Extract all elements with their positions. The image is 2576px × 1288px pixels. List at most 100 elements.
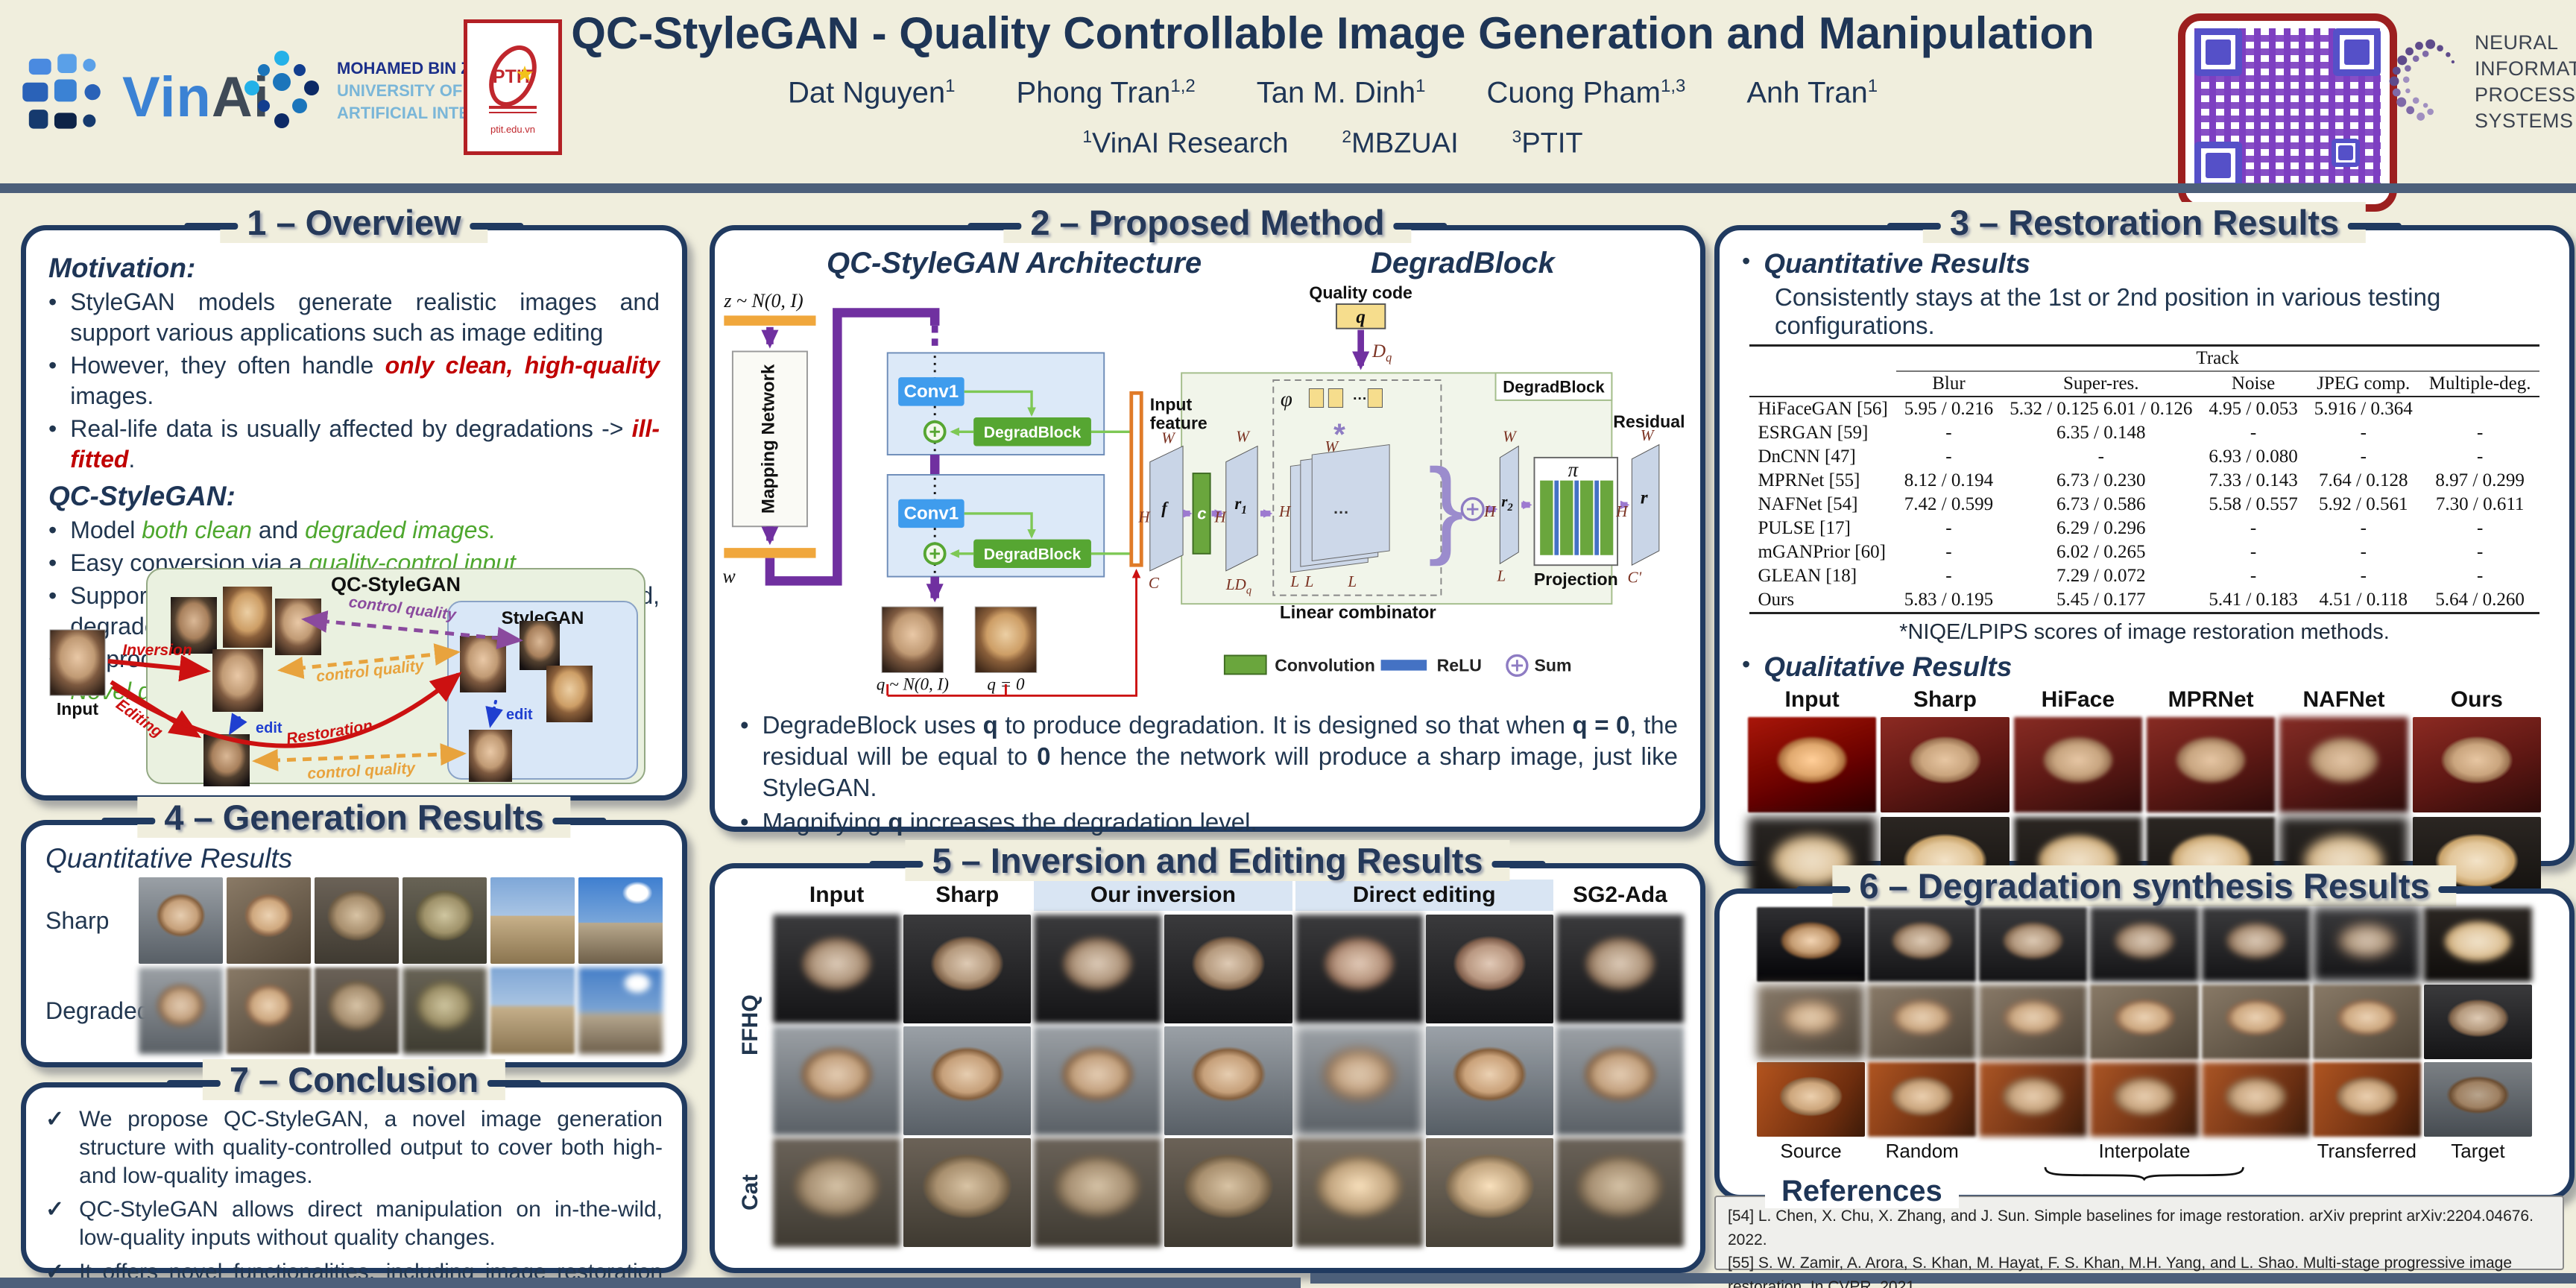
l-dim: L [1347, 572, 1357, 590]
check-icon: ✓ [45, 1107, 65, 1131]
photo-placeholder [1425, 1026, 1553, 1135]
method-bullets: • DegradeBlock uses q to produce degrada… [740, 707, 1678, 840]
ellipsis: ··· [1333, 505, 1349, 522]
qc-stylegan-heading: QC-StyleGAN: [48, 480, 236, 511]
photo-placeholder [1425, 915, 1553, 1023]
neurips-wordmark: NEURAL INFORMATION PROCESSING SYSTEMS [2475, 30, 2576, 134]
projection-label: Projection [1534, 569, 1618, 589]
w-dim: W [1325, 438, 1340, 455]
h-dim: H [1278, 502, 1292, 520]
section-inversion: 5 – Inversion and Editing Results Input … [710, 840, 1705, 1273]
photo-placeholder [773, 1026, 901, 1135]
photo-placeholder [2423, 985, 2532, 1059]
photo-placeholder [1556, 1026, 1684, 1135]
neurips-swirl-icon [2389, 39, 2455, 121]
reference-item: [54] L. Chen, X. Chu, X. Zhang, and J. S… [1728, 1208, 2534, 1248]
references-title: References [1765, 1175, 1959, 1208]
row-group-ffhq: FFHQ [738, 994, 763, 1055]
inversion-label: Inversion [122, 642, 192, 659]
interpolate-brace [1979, 1166, 2309, 1184]
style-block: Conv1 DegradBlock [886, 474, 1131, 578]
r-label: r [1641, 487, 1648, 508]
mapping-network-label: Mapping Network [759, 364, 779, 514]
inversion-grid: Input Sharp Our inversion Direct editing… [715, 868, 1700, 1247]
ptit-logo: PTIT ptit.edu.vn [464, 19, 562, 155]
style-block: Conv1 DegradBlock [886, 352, 1131, 456]
neurips-line1: NEURAL INFORMATION [2475, 31, 2576, 80]
vinai-ai: Ai [211, 65, 270, 129]
photo-placeholder [578, 877, 663, 964]
w-dim: W [1161, 429, 1176, 447]
degradblock-heading: DegradBlock [1371, 247, 1555, 280]
degradblock-panel-label: DegradBlock [1503, 377, 1605, 396]
conclusion-items: ✓ We propose QC-StyleGAN, a novel image … [26, 1087, 682, 1288]
col-our-inversion: Our inversion [1034, 880, 1292, 911]
legend-convolution: Convolution [1275, 656, 1375, 675]
photo-placeholder [2090, 907, 2199, 982]
photo-placeholder [1034, 1026, 1162, 1135]
section-conclusion-title: 7 – Conclusion [166, 1059, 542, 1100]
input-feature-label: feature [1150, 413, 1208, 432]
col-sg2-ada: SG2-Ada [1573, 883, 1667, 907]
table-corner [1749, 344, 1896, 372]
dq-label: Dq [1371, 341, 1392, 364]
track-header: Track [1895, 344, 2539, 373]
qr-code: SCAN ME [2178, 13, 2397, 225]
photo-placeholder [1757, 1062, 1866, 1137]
l-dim: L [1289, 572, 1299, 590]
vinai-logo: VinAi [19, 49, 270, 145]
qr-pattern [2194, 28, 2381, 189]
table-row: Ours 5.83 / 0.195 5.45 / 0.177 5.41 / 0.183… [1749, 588, 2539, 615]
photo-placeholder [2423, 907, 2532, 982]
pi-label: π [1568, 458, 1579, 481]
photo-placeholder [1295, 1138, 1423, 1247]
mbzuai-line2: UNIVERSITY OF [337, 81, 463, 101]
photo-placeholder [1979, 985, 2088, 1059]
author-list: Dat Nguyen1 Phong Tran1,2 Tan M. Dinh1 Cuon… [522, 76, 2144, 110]
table-row: ESRGAN [59] -6.35 / 0.148- - - [1758, 423, 2484, 443]
table-caption: *NIQE/LPIPS scores of image restoration … [1899, 620, 2390, 645]
col-superres: Super-res. [2001, 371, 2201, 398]
photo-placeholder [227, 877, 311, 964]
qr-finder-icon [2194, 142, 2242, 189]
photo-placeholder [2201, 1062, 2310, 1137]
photo-placeholder [1164, 1026, 1292, 1135]
h-dim: H [1615, 502, 1629, 520]
references-panel: [54] L. Chen, X. Chu, X. Zhang, and J. S… [1714, 1196, 2564, 1288]
w-dim: W [1236, 428, 1251, 446]
vinai-vin: Vin [122, 65, 212, 129]
label-interpolate: Interpolate [2098, 1140, 2191, 1162]
section-degradation: 6 – Degradation synthesis Results [1714, 865, 2575, 1200]
bullet-item: • Magnifying q increases the degradation… [740, 807, 1257, 836]
photo-placeholder [315, 967, 399, 1054]
qc-box-label: QC-StyleGAN [331, 573, 461, 596]
col-multideg: Multiple-deg. [2420, 371, 2539, 398]
c-prime-dim: C' [1628, 568, 1642, 586]
neurips-line2: PROCESSING SYSTEMS [2475, 83, 2576, 133]
w-dim: W [1641, 426, 1655, 444]
conv1-label: Conv1 [904, 504, 959, 524]
vinai-brain-icon [22, 54, 101, 129]
section-degradation-title: 6 – Degradation synthesis Results [1796, 865, 2493, 906]
table-row: GLEAN [18] -7.29 / 0.072- - - [1758, 566, 2484, 587]
label-random: Random [1885, 1140, 1959, 1162]
affiliation: 3PTIT [1512, 127, 1583, 160]
photo-placeholder [1748, 716, 1877, 812]
section-inversion-title: 5 – Inversion and Editing Results [869, 840, 1546, 881]
photo-placeholder [903, 915, 1032, 1023]
photo-placeholder [2423, 1062, 2532, 1137]
ptit-url: ptit.edu.vn [490, 123, 535, 135]
author: Dat Nguyen1 [787, 76, 956, 110]
c-dim: C [1149, 574, 1160, 592]
qualitative-heading: Qualitative Results [1764, 651, 2012, 683]
grid-column-header: HiFace [2041, 686, 2115, 712]
photo-placeholder [2090, 1062, 2199, 1137]
generation-heading: Quantitative Results [45, 843, 293, 874]
z-label: z ~ N(0, I) [723, 290, 803, 312]
label-target: Target [2451, 1140, 2505, 1162]
restoration-table: Track Blur Super-res. Noise JPEG comp. M… [1749, 344, 2539, 615]
bottom-bar-right [1310, 1273, 2576, 1284]
section-restoration-title: 3 – Restoration Results [1887, 202, 2402, 243]
photo-placeholder [578, 967, 663, 1054]
